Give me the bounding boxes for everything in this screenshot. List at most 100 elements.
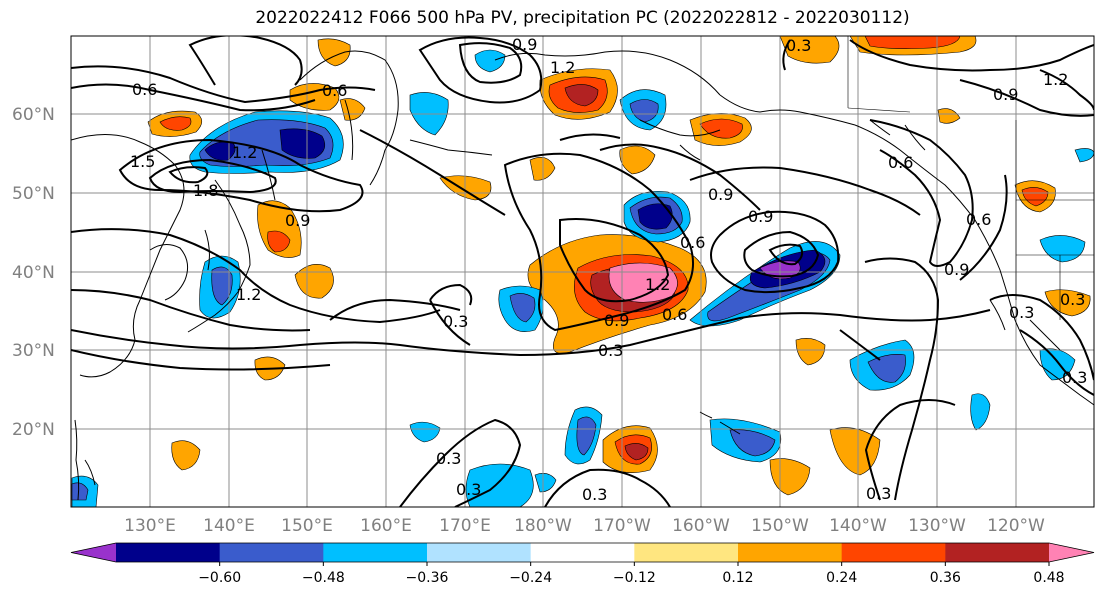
precip-blob	[629, 99, 659, 123]
precip-blob	[279, 128, 326, 159]
colorbar-cell	[116, 543, 221, 562]
precip-blob	[564, 84, 599, 107]
lon-label: 160°E	[360, 516, 412, 536]
lon-label: 140°W	[829, 516, 887, 536]
contour-label: 1.2	[645, 275, 670, 294]
contour-label: 0.3	[443, 312, 468, 331]
colorbar-tick-label: 0.36	[930, 570, 961, 586]
colorbar-extend-min	[71, 543, 116, 562]
precip-blob	[474, 49, 506, 73]
precip-blob	[779, 36, 840, 64]
contour-label: 0.6	[888, 153, 913, 172]
colorbar-tick-label: 0.24	[826, 570, 857, 586]
precip-blob	[465, 463, 534, 507]
contour-label: 0.6	[966, 210, 991, 229]
latitude-labels: 60°N 50°N 40°N 30°N 20°N	[12, 105, 55, 440]
lon-label: 150°E	[281, 516, 333, 536]
contour-label: 0.3	[786, 36, 811, 55]
contour-label: 0.9	[604, 311, 629, 330]
precip-blob	[637, 203, 673, 230]
lon-label: 130°W	[908, 516, 966, 536]
contour-label: 0.9	[944, 260, 969, 279]
lon-label: 170°E	[439, 516, 491, 536]
contour-label: 0.6	[680, 233, 705, 252]
contour-label: 1.8	[193, 181, 218, 200]
colorbar-tick-label: −0.24	[509, 570, 552, 586]
precip-blob	[867, 354, 906, 383]
contour-label: 0.6	[322, 81, 347, 100]
colorbar: −0.60 −0.48 −0.36 −0.24 −0.12 0.12 0.24 0.36 0.4…	[70, 542, 1095, 586]
contour-label: 0.3	[1060, 290, 1085, 309]
contour-label: 0.3	[436, 449, 461, 468]
precip-blob	[71, 482, 89, 501]
colorbar-extend-max	[1049, 543, 1094, 562]
lat-label: 60°N	[12, 105, 55, 125]
lat-label: 20°N	[12, 420, 55, 440]
precip-blob	[204, 141, 236, 161]
map-title: 2022022412 F066 500 hPa PV, precipitatio…	[255, 8, 910, 28]
contour-label: 0.9	[708, 185, 733, 204]
colorbar-tick-label: −0.60	[198, 570, 241, 586]
contour-label: 1.5	[130, 152, 155, 171]
precip-blob	[624, 443, 649, 461]
colorbar-cell	[530, 543, 635, 562]
contour-label: 0.3	[1009, 303, 1034, 322]
precip-blob	[267, 230, 291, 253]
precip-blob	[795, 338, 826, 366]
precip-blob	[729, 429, 776, 457]
longitude-labels: 130°E 140°E 150°E 160°E 170°E 180°W 170°…	[124, 516, 1045, 536]
lon-label: 180°W	[514, 516, 572, 536]
contour-label: 0.9	[993, 85, 1018, 104]
contour-label: 1.2	[550, 58, 575, 77]
contour-label: 0.9	[285, 211, 310, 230]
contour-label: 0.9	[748, 207, 773, 226]
map-border	[70, 35, 1095, 508]
contour-label: 1.2	[236, 285, 261, 304]
contour-label: 0.9	[512, 35, 537, 54]
lon-label: 130°E	[124, 516, 176, 536]
precip-blob	[317, 38, 351, 67]
precip-blob	[211, 266, 233, 306]
lon-label: 170°W	[593, 516, 651, 536]
precip-blob	[1039, 235, 1086, 263]
precip-blob	[1044, 289, 1091, 317]
precip-blob	[576, 416, 597, 456]
contour-label: 0.3	[456, 480, 481, 499]
contour-label: 0.6	[662, 305, 687, 324]
colorbar-cell	[738, 543, 843, 562]
lon-label: 120°W	[987, 516, 1045, 536]
colorbar-tick-label: −0.36	[406, 570, 449, 586]
borders	[847, 36, 1094, 320]
contour-label: 0.3	[598, 341, 623, 360]
colorbar-outline	[70, 542, 1095, 563]
colorbar-cell	[323, 543, 428, 562]
pv-contour-labels: 0.6 0.6 1.5 1.8 1.2 0.9 1.2 0.9 1.2 0.3 …	[130, 35, 1087, 504]
contour-label: 0.3	[1062, 368, 1087, 387]
colorbar-tick-label: 0.48	[1033, 570, 1064, 586]
precip-blob	[937, 108, 961, 124]
precip-blob	[509, 293, 536, 323]
precip-blob	[409, 421, 441, 443]
colorbar-tick-label: −0.12	[613, 570, 656, 586]
lon-label: 160°W	[672, 516, 730, 536]
lat-label: 50°N	[12, 184, 55, 204]
contour-label: 0.3	[866, 484, 891, 503]
precip-blob	[294, 263, 334, 299]
colorbar-cell	[841, 543, 946, 562]
pv-contours	[71, 36, 1094, 507]
colorbar-cell	[427, 543, 532, 562]
precip-blob	[171, 440, 201, 471]
colorbar-tick-label: −0.48	[302, 570, 345, 586]
precip-blob	[970, 393, 991, 431]
colorbar-tick-label: 0.12	[722, 570, 753, 586]
colorbar-cell	[945, 543, 1050, 562]
colorbar-cell	[219, 543, 324, 562]
contour-label: 0.3	[582, 485, 607, 504]
contour-label: 1.2	[232, 143, 257, 162]
coastlines	[71, 50, 1094, 501]
contour-label: 0.6	[132, 80, 157, 99]
lon-label: 150°W	[751, 516, 809, 536]
precip-blob	[864, 36, 961, 49]
precip-blob	[159, 116, 192, 131]
